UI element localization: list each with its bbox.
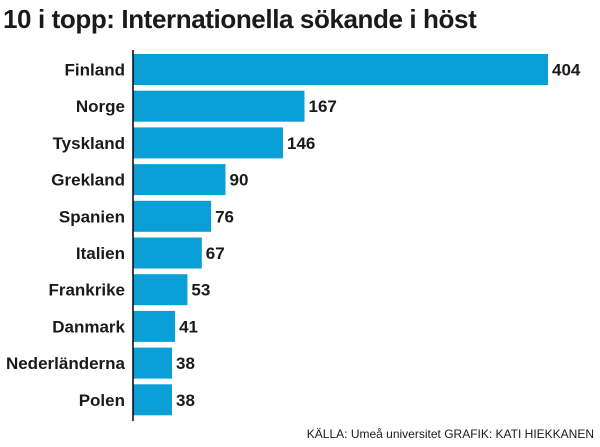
category-label-finland: Finland (65, 61, 125, 80)
bar-tyskland (133, 127, 283, 159)
chart-title: 10 i topp: Internationella sökande i hös… (3, 4, 477, 34)
bar-norge (133, 90, 305, 122)
category-label-norge: Norge (76, 97, 125, 116)
bar-frankrike (133, 274, 188, 306)
value-label-grekland: 90 (230, 171, 249, 190)
value-label-finland: 404 (552, 61, 581, 80)
category-label-italien: Italien (76, 244, 125, 263)
value-label-danmark: 41 (179, 317, 198, 336)
bar-polen (133, 384, 172, 416)
bar-grekland (133, 164, 226, 196)
bar-italien (133, 237, 202, 269)
value-label-norge: 167 (309, 97, 337, 116)
category-label-polen: Polen (79, 391, 125, 410)
value-label-frankrike: 53 (191, 281, 210, 300)
bars-layer: Finland 404 Norge 167 Tyskland 146 Grekland 90 S… (6, 54, 581, 416)
category-label-grekland: Grekland (51, 171, 125, 190)
category-label-tyskland: Tyskland (53, 134, 125, 153)
value-label-italien: 67 (206, 244, 225, 263)
bar-nederlanderna (133, 347, 172, 379)
value-label-nederlanderna: 38 (176, 354, 195, 373)
bar-finland (133, 54, 548, 85)
value-label-tyskland: 146 (287, 134, 315, 153)
value-label-polen: 38 (176, 391, 195, 410)
category-label-danmark: Danmark (52, 317, 125, 336)
category-label-frankrike: Frankrike (48, 281, 125, 300)
category-label-spanien: Spanien (59, 207, 125, 226)
source-credit: KÄLLA: Umeå universitet GRAFIK: KATI HIE… (306, 427, 594, 441)
bar-danmark (133, 310, 176, 342)
bar-spanien (133, 200, 212, 232)
value-label-spanien: 76 (215, 207, 234, 226)
category-label-nederlanderna: Nederländerna (6, 354, 126, 373)
